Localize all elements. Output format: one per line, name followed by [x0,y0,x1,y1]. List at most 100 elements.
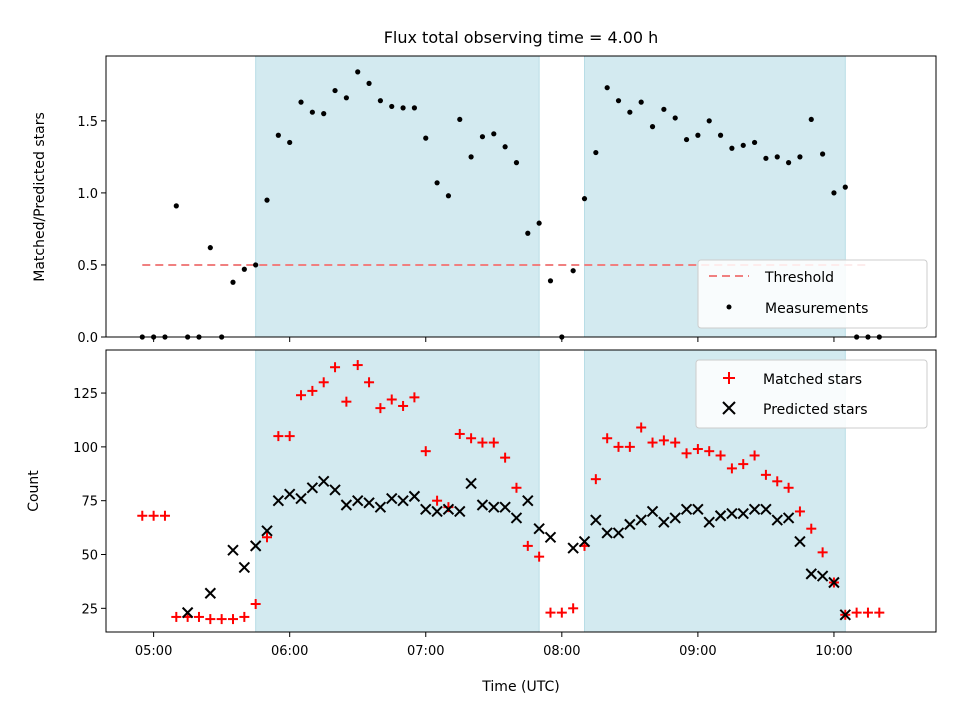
observing-window-1 [255,349,540,633]
predicted-star-point [771,514,783,526]
y-tick-label: 1.5 [77,115,98,130]
predicted-star-point [782,512,795,524]
measurement-point [264,197,270,203]
measurement-point [491,131,497,137]
measurement-point [241,266,247,272]
measurement-point [661,106,667,112]
measurement-point [729,145,735,151]
predicted-star-point [703,516,715,528]
measurement-point [253,262,259,268]
x-tick-label: 07:00 [407,644,444,659]
matched-star-point [466,433,477,444]
matched-star-point [500,452,511,463]
matched-star-point [159,510,170,521]
matched-star-point [817,547,828,558]
y-tick-label: 25 [81,602,98,617]
measurement-point [604,85,610,91]
legend-measurements-swatch [726,304,732,310]
measurement-point [581,196,588,202]
measurement-point [638,99,644,105]
top-legend-box [697,259,928,329]
matched-star-point [738,459,749,470]
predicted-star-point [578,535,591,548]
measurement-point [706,118,712,124]
predicted-star-point [714,510,727,522]
measurement-point [774,154,780,160]
matched-star-point [556,607,567,618]
predicted-star-point [510,512,523,524]
bottom-panel-frame [105,349,937,633]
matched-star-point [670,437,681,448]
measurement-point [740,142,746,148]
predicted-star-point [340,499,353,511]
measurement-point [423,135,429,141]
measurement-point [366,80,372,86]
predicted-star-point [465,477,477,490]
measurement-point [411,105,418,111]
matched-star-point [794,506,805,517]
measurement-point [820,151,826,157]
matched-star-point [590,474,601,485]
matched-star-point [488,437,499,448]
matched-star-point [511,482,522,493]
measurement-point [230,279,236,285]
measurement-point [672,115,678,121]
measurement-point [763,155,769,161]
matched-star-point [477,437,488,448]
predicted-star-point [692,503,704,516]
measurement-point [797,154,803,160]
legend-measurements-label: Measurements [765,301,868,317]
predicted-star-point [386,492,398,505]
x-tick-label: 10:00 [815,644,852,659]
measurement-point [287,139,293,146]
measurement-point [377,98,383,104]
measurement-point [615,98,622,104]
predicted-star-point [533,522,545,535]
predicted-star-point [544,531,557,543]
predicted-star-point [306,482,319,494]
y-tick-label: 0.0 [77,331,98,346]
measurement-point [173,203,179,209]
predicted-star-point [454,505,466,518]
predicted-star-point [181,606,194,619]
bottom-legend-box [695,359,928,429]
predicted-star-point [590,514,602,526]
measurement-point [717,132,724,138]
predicted-star-point [249,540,262,552]
x-axis-label: Time (UTC) [481,679,559,695]
predicted-star-point [646,505,659,518]
top-panel-frame [105,55,937,338]
matched-star-point [307,385,318,396]
measurement-point [831,190,837,196]
matched-star-point [375,403,386,414]
measurement-point [627,109,633,115]
top-y-axis-label: Matched/Predicted stars [32,112,48,282]
matched-star-point [806,523,817,534]
predicted-star-point [431,505,443,518]
x-tick-label: 08:00 [543,644,580,659]
predicted-star-point [272,494,285,507]
predicted-star-point [839,609,851,621]
matched-star-point [239,611,250,622]
y-tick-label: 50 [81,549,98,564]
matched-star-point [704,446,715,457]
matched-star-point [874,607,885,618]
measurement-point [683,136,690,143]
measurement-point [275,132,281,138]
measurement-point [479,134,486,140]
predicted-star-point [635,514,647,526]
predicted-star-point [420,503,432,516]
measurement-point [457,116,463,123]
matched-star-point [715,450,726,461]
measurement-point [785,160,792,166]
x-tick-label: 09:00 [679,644,716,659]
measurement-point [536,220,542,226]
matched-star-point [171,611,182,622]
matched-star-point [726,463,737,474]
measurement-point [547,278,554,284]
predicted-star-point [329,484,341,496]
predicted-star-point [726,507,738,520]
predicted-star-point [476,499,489,511]
predicted-star-point [408,490,421,503]
predicted-star-point [658,516,670,528]
